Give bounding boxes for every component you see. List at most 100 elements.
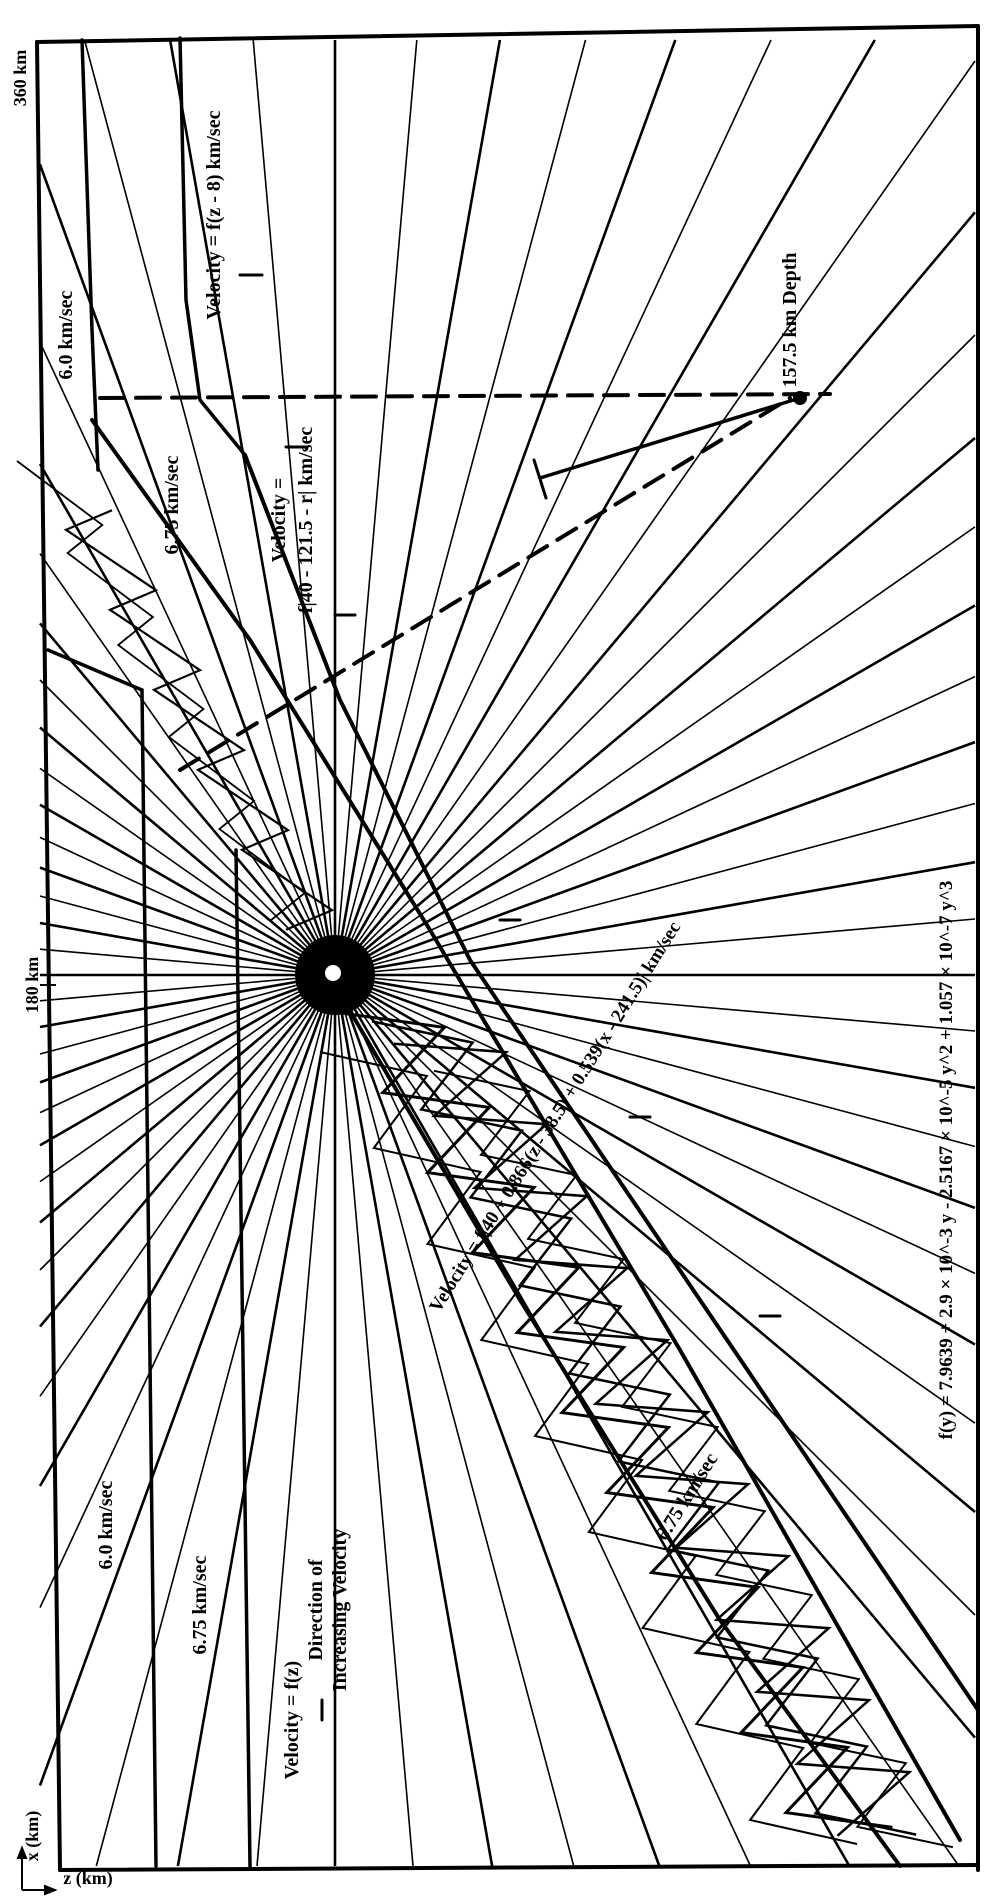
layer-boundary-6-75-lower	[234, 848, 252, 1868]
z-axis-label: z (km)	[63, 1868, 112, 1889]
label-f-y-equation: f(y) = 7.9639 + 2.9 × 10^-3 y - 2.5167 ×…	[936, 881, 957, 1440]
ray-line	[39, 973, 336, 1029]
ray-line	[39, 974, 336, 1055]
slab-ray-path	[319, 1051, 858, 1845]
ray-line	[39, 342, 336, 976]
ray-line	[95, 974, 336, 1867]
ray-line	[333, 974, 661, 1867]
ray-line	[38, 974, 337, 1786]
label-velocity-f-z: Velocity = f(z)	[281, 1661, 303, 1779]
label-6-75-top: 6.75 km/sec	[161, 455, 183, 554]
label-6-75-bottom: 6.75 km/sec	[189, 1555, 211, 1654]
ray-line	[334, 526, 976, 976]
ray-line	[334, 39, 772, 976]
ray-line	[334, 437, 976, 976]
layer-boundary-6-0-upper	[80, 38, 100, 472]
depth-dashed-line	[98, 392, 832, 400]
ray-line	[39, 836, 336, 976]
ray-line	[39, 679, 336, 976]
ray-line	[39, 974, 336, 1328]
x-axis-label: x (km)	[22, 1811, 43, 1862]
ray-line	[256, 974, 336, 1867]
ray-line	[334, 974, 976, 1513]
ray-line	[334, 974, 976, 1275]
ray-line	[334, 60, 976, 976]
slab-ray-hatching	[16, 460, 954, 1849]
ray-line	[334, 974, 575, 1867]
label-depth: 157.5 km Depth	[779, 252, 801, 387]
tick-360-label: 360 km	[10, 50, 30, 107]
ray-line	[334, 39, 418, 976]
ray-line	[39, 973, 336, 1147]
ray-line	[39, 895, 336, 976]
ray-line	[334, 973, 976, 1090]
ray-line	[334, 334, 976, 976]
ray-line	[39, 726, 336, 976]
depth-solid-line	[538, 396, 802, 480]
model-boundaries	[35, 24, 980, 1872]
depth-solid-tick	[532, 458, 548, 500]
ray-line	[252, 39, 336, 976]
layer-boundary-6-75-upper	[178, 36, 247, 457]
ray-line	[39, 803, 336, 977]
slab-ray-path-upper	[16, 460, 307, 922]
ray-line	[39, 974, 336, 1271]
source-point	[325, 965, 341, 981]
ray-line	[334, 974, 976, 1424]
ray-line	[38, 974, 337, 1487]
ray-line	[333, 39, 876, 976]
ray-line	[334, 974, 752, 1867]
slab-ray-path	[371, 1020, 917, 1836]
depth-point	[793, 391, 807, 405]
ray-line	[334, 39, 587, 976]
ray-line	[334, 860, 976, 977]
ray-line	[39, 553, 336, 976]
ray-line	[39, 974, 336, 1002]
ray-line	[39, 974, 336, 1397]
ray-line	[334, 918, 976, 976]
ray-line	[333, 974, 494, 1867]
slab-ray-path	[433, 1069, 954, 1849]
ray-line	[39, 921, 336, 977]
ray-line	[334, 802, 976, 976]
label-direction-line2: Increasing Velocity	[329, 1529, 351, 1691]
slab-dashed-line	[178, 396, 792, 772]
label-slab-6-75: 6.75 km/sec	[651, 1449, 722, 1545]
ray-line	[38, 164, 337, 976]
ray-line	[333, 39, 677, 976]
ray-line	[334, 974, 976, 1032]
ray-line	[176, 974, 337, 1867]
tick-180-label: 180 km	[22, 957, 42, 1014]
ray-line	[39, 974, 336, 1114]
frame-left-edge	[35, 40, 62, 1872]
ray-line	[39, 948, 336, 976]
ray-fan	[38, 39, 976, 1867]
ray-line	[334, 973, 976, 1210]
ray-line	[83, 39, 336, 976]
frame-bottom-edge	[58, 1863, 980, 1872]
ray-line	[333, 974, 851, 1867]
axis-indicator	[16, 1845, 58, 1896]
slab-ray-path-upper	[63, 509, 335, 931]
slab-ray-path	[393, 1042, 913, 1837]
ray-line	[334, 604, 976, 977]
ray-line	[38, 463, 337, 976]
slab-ray-path	[337, 1011, 893, 1829]
ray-line	[39, 622, 336, 976]
ray-line	[39, 974, 336, 1608]
label-direction-line1: Direction of	[305, 1559, 327, 1661]
ray-line	[168, 39, 337, 976]
frame-top-edge	[35, 24, 980, 44]
label-6-0-bottom: 6.0 km/sec	[95, 1480, 117, 1569]
ray-line	[39, 767, 336, 976]
ray-line	[334, 974, 976, 1148]
ray-line	[39, 974, 336, 1183]
ray-line	[39, 973, 336, 1084]
ray-line	[334, 675, 976, 976]
label-velocity-f-z-minus-8: Velocity = f(z - 8) km/sec	[203, 110, 225, 319]
slab-connector-left	[46, 648, 144, 692]
label-velocity-mid-eq: f|40 - 121.5 - r| km/sec	[295, 427, 317, 614]
slab-boundary-upper	[90, 418, 962, 1842]
ray-line	[39, 866, 336, 977]
